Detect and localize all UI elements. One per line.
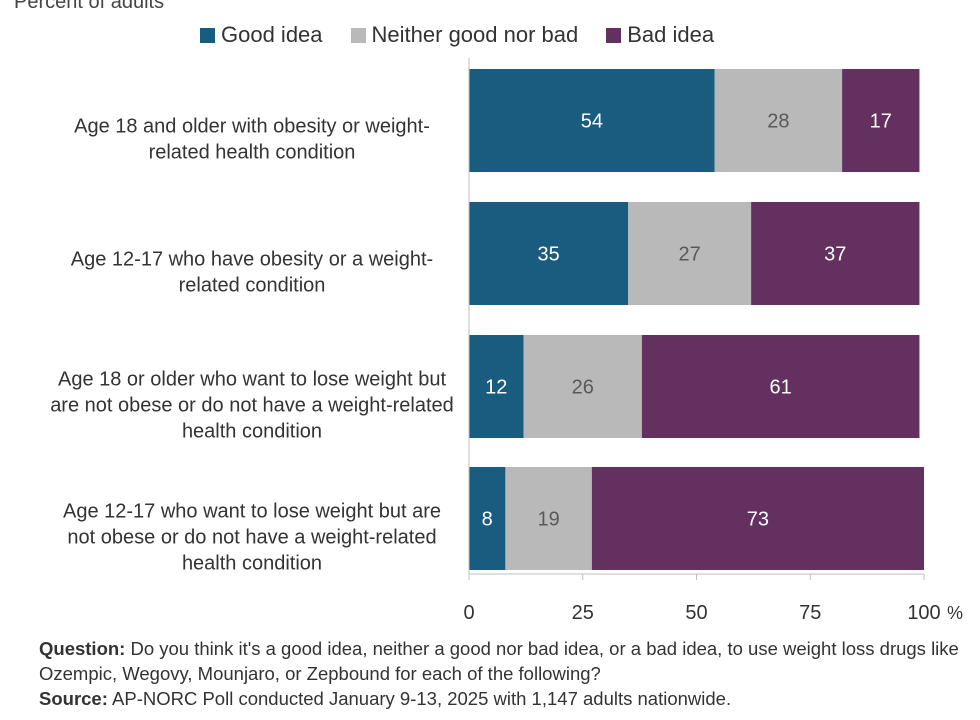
legend-label: Neither good nor bad bbox=[371, 22, 579, 47]
legend: Good idea Neither good nor bad Bad idea bbox=[200, 20, 742, 50]
category-label: Age 18 and older with obesity or weight-… bbox=[74, 116, 430, 164]
bar-segment bbox=[469, 467, 506, 570]
bar-segment bbox=[469, 69, 715, 172]
data-label: 19 bbox=[538, 509, 560, 531]
category-label: Age 12-17 who want to lose weight but ar… bbox=[63, 501, 441, 575]
legend-item: Bad idea bbox=[606, 22, 714, 48]
legend-swatch bbox=[200, 27, 215, 43]
data-label: 54 bbox=[581, 111, 603, 133]
question-text: Do you think it's a good idea, neither a… bbox=[39, 638, 959, 684]
data-label: 28 bbox=[767, 111, 789, 133]
data-label: 73 bbox=[747, 509, 769, 531]
category-label-line: Age 12-17 who want to lose weight but ar… bbox=[63, 501, 441, 523]
bar-segment bbox=[469, 202, 629, 305]
footnotes: Question: Do you think it's a good idea,… bbox=[39, 636, 969, 711]
category-label-line: are not obese or do not have a weight-re… bbox=[50, 395, 454, 417]
legend-label: Bad idea bbox=[627, 22, 715, 47]
bar-segment bbox=[751, 202, 920, 305]
x-tick-label: 100 bbox=[907, 602, 940, 624]
bar-segment bbox=[641, 335, 920, 438]
data-label: 17 bbox=[870, 111, 892, 133]
bar-segment bbox=[628, 202, 752, 305]
category-label-line: Age 12-17 who have obesity or a weight- bbox=[71, 249, 433, 271]
data-label: 37 bbox=[824, 244, 846, 266]
source-label: Source: bbox=[39, 688, 108, 709]
legend-item: Neither good nor bad bbox=[350, 22, 579, 48]
data-label: 27 bbox=[679, 244, 701, 266]
bar-chart: 54 28 17 Age 18 and older with obesity or w… bbox=[50, 58, 963, 624]
chart-subtitle: Percent of adults bbox=[14, 0, 165, 13]
category-label-line: not obese or do not have a weight-relate… bbox=[67, 527, 436, 549]
category-label-line: Age 18 or older who want to lose weight … bbox=[58, 369, 446, 391]
bar-segment bbox=[842, 69, 920, 172]
legend-swatch bbox=[350, 27, 366, 43]
question-note: Question: Do you think it's a good idea,… bbox=[39, 636, 969, 686]
bar-segment bbox=[591, 467, 924, 570]
category-label: Age 12-17 who have obesity or a weight-r… bbox=[71, 249, 433, 297]
category-label: Age 18 or older who want to lose weight … bbox=[50, 369, 454, 443]
category-label-line: health condition bbox=[182, 553, 322, 575]
category-label-line: Age 18 and older with obesity or weight- bbox=[74, 116, 430, 138]
bar-segment bbox=[469, 335, 524, 438]
data-label: 12 bbox=[485, 377, 507, 399]
question-label: Question: bbox=[39, 638, 126, 659]
data-label: 35 bbox=[538, 244, 560, 266]
legend-label: Good idea bbox=[221, 22, 323, 47]
category-label-line: health condition bbox=[182, 421, 322, 443]
data-label: 61 bbox=[770, 377, 792, 399]
source-note: Source: AP-NORC Poll conducted January 9… bbox=[39, 686, 969, 711]
x-tick-label: 75 bbox=[799, 602, 821, 624]
x-tick-label: 25 bbox=[572, 602, 594, 624]
bar-segment bbox=[714, 69, 843, 172]
bar-segment bbox=[505, 467, 592, 570]
legend-swatch bbox=[606, 27, 622, 43]
x-tick-label: 0 bbox=[463, 602, 474, 624]
category-label-line: related health condition bbox=[149, 142, 356, 164]
bar-segment bbox=[523, 335, 642, 438]
legend-item: Good idea bbox=[200, 22, 323, 48]
category-label-line: related condition bbox=[179, 275, 326, 297]
data-label: 26 bbox=[572, 377, 594, 399]
data-label: 8 bbox=[482, 509, 493, 531]
source-text: AP-NORC Poll conducted January 9-13, 202… bbox=[107, 688, 732, 709]
x-axis-unit: % bbox=[947, 603, 963, 623]
x-tick-label: 50 bbox=[685, 602, 707, 624]
